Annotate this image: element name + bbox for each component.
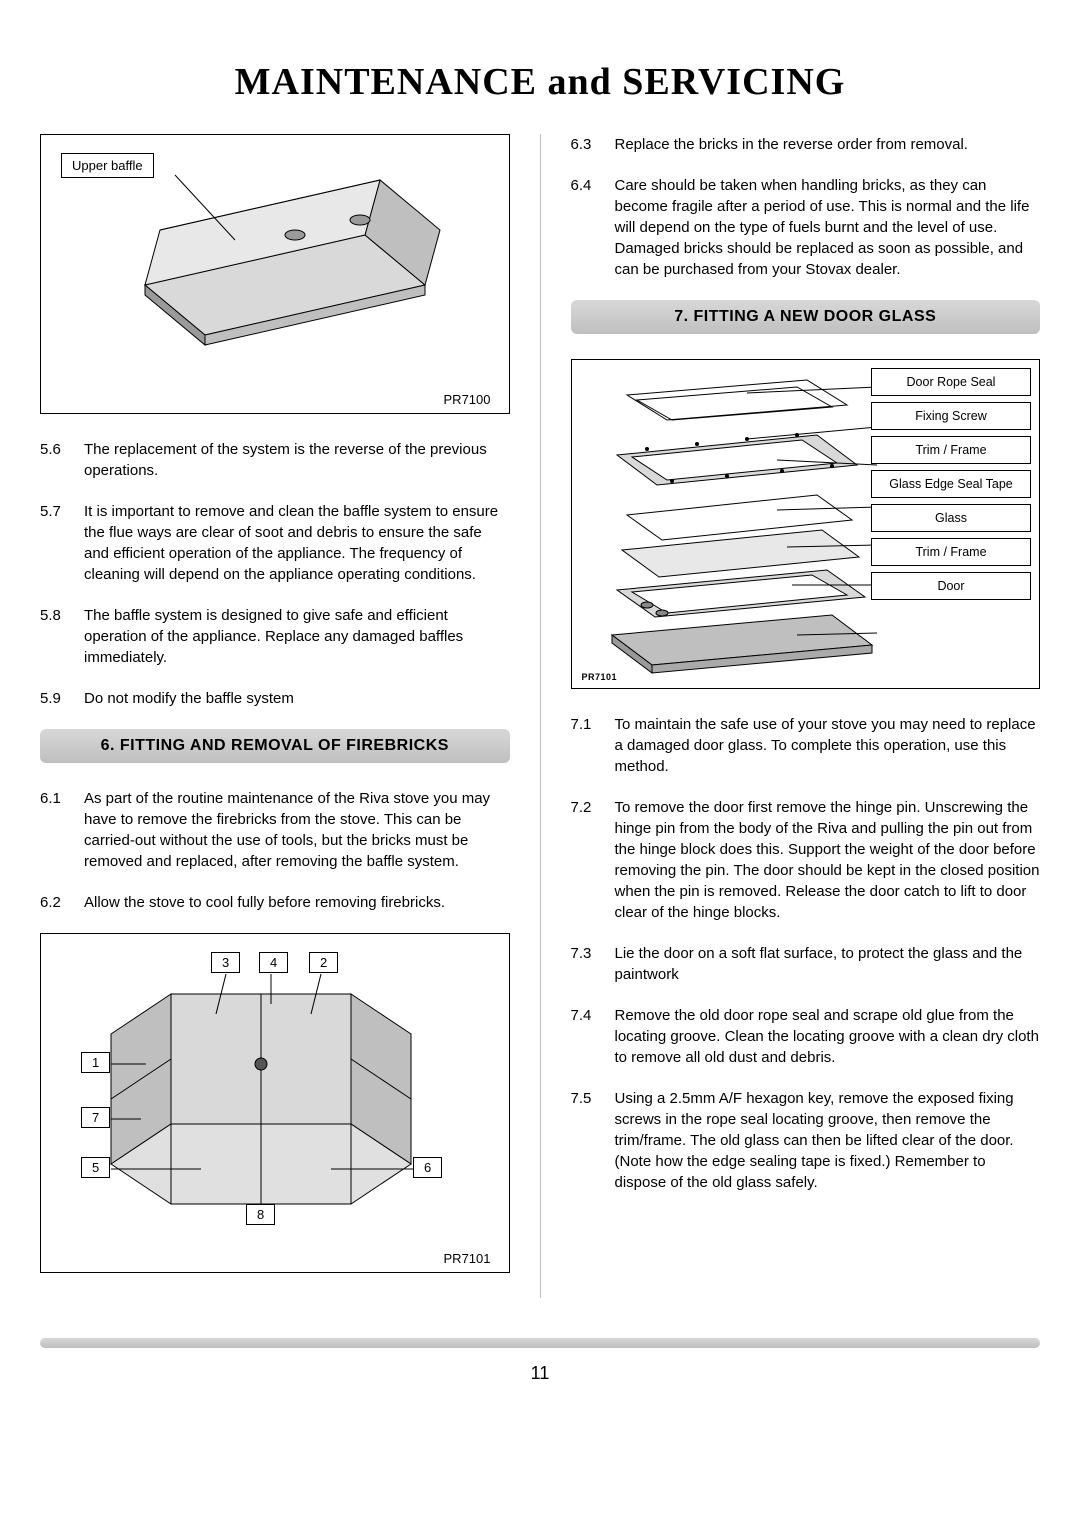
callout-trim-frame-2: Trim / Frame [871,538,1031,566]
two-column-layout: Upper baffle PR7100 5.6 The replacement … [40,134,1040,1298]
door-callouts: Door Rope Seal Fixing Screw Trim / Frame… [871,368,1031,600]
list-item: 6.2 Allow the stove to cool fully before… [40,892,510,913]
list-item: 7.1 To maintain the safe use of your sto… [571,714,1041,777]
firebrick-label-5: 5 [81,1157,110,1178]
item-text: To remove the door first remove the hing… [615,797,1041,923]
callout-glass: Glass [871,504,1031,532]
firebrick-label-1: 1 [81,1052,110,1073]
list-item: 7.4 Remove the old door rope seal and sc… [571,1005,1041,1068]
section-7-header: 7. FITTING A NEW DOOR GLASS [571,300,1041,334]
firebricks-svg [41,934,481,1234]
figure-code: PR7101 [444,1247,499,1266]
section-6-header: 6. FITTING AND REMOVAL OF FIREBRICKS [40,729,510,763]
callout-edge-seal-tape: Glass Edge Seal Tape [871,470,1031,498]
list-item: 6.3 Replace the bricks in the reverse or… [571,134,1041,155]
list-item: 6.4 Care should be taken when handling b… [571,175,1041,280]
firebrick-label-8: 8 [246,1204,275,1225]
right-column: 6.3 Replace the bricks in the reverse or… [571,134,1041,1298]
callout-trim-frame-1: Trim / Frame [871,436,1031,464]
list-item: 5.8 The baffle system is designed to giv… [40,605,510,668]
left-column: Upper baffle PR7100 5.6 The replacement … [40,134,510,1298]
item-text: Allow the stove to cool fully before rem… [84,892,510,913]
item-number: 6.1 [40,788,70,872]
list-item: 6.1 As part of the routine maintenance o… [40,788,510,872]
callout-fixing-screw: Fixing Screw [871,402,1031,430]
item-text: As part of the routine maintenance of th… [84,788,510,872]
callout-door: Door [871,572,1031,600]
item-number: 6.2 [40,892,70,913]
door-glass-svg [577,365,877,685]
figure-code: PR7100 [444,388,499,407]
item-number: 5.9 [40,688,70,709]
item-number: 5.8 [40,605,70,668]
item-number: 7.5 [571,1088,601,1193]
figure-code-tiny: PR7101 [582,672,618,682]
figure-upper-baffle: Upper baffle PR7100 [40,134,510,414]
item-number: 7.2 [571,797,601,923]
item-text: Using a 2.5mm A/F hexagon key, remove th… [615,1088,1041,1193]
firebrick-label-3: 3 [211,952,240,973]
page-title: MAINTENANCE and SERVICING [40,60,1040,104]
firebrick-label-4: 4 [259,952,288,973]
list-item: 5.7 It is important to remove and clean … [40,501,510,585]
item-number: 5.7 [40,501,70,585]
list-item: 5.6 The replacement of the system is the… [40,439,510,481]
item-text: Remove the old door rope seal and scrape… [615,1005,1041,1068]
list-item: 7.5 Using a 2.5mm A/F hexagon key, remov… [571,1088,1041,1193]
item-text: Care should be taken when handling brick… [615,175,1041,280]
item-text: It is important to remove and clean the … [84,501,510,585]
item-text: Lie the door on a soft flat surface, to … [615,943,1041,985]
column-divider [540,134,541,1298]
item-number: 5.6 [40,439,70,481]
item-text: The replacement of the system is the rev… [84,439,510,481]
item-text: Do not modify the baffle system [84,688,510,709]
item-number: 7.1 [571,714,601,777]
list-item: 7.3 Lie the door on a soft flat surface,… [571,943,1041,985]
figure-firebricks: 3 4 2 1 7 5 6 8 PR7101 [40,933,510,1273]
firebrick-label-7: 7 [81,1107,110,1128]
firebrick-label-6: 6 [413,1157,442,1178]
upper-baffle-label: Upper baffle [61,153,154,178]
item-text: Replace the bricks in the reverse order … [615,134,1041,155]
figure-door-glass: Door Rope Seal Fixing Screw Trim / Frame… [571,359,1041,689]
item-number: 7.3 [571,943,601,985]
list-item: 5.9 Do not modify the baffle system [40,688,510,709]
firebrick-label-2: 2 [309,952,338,973]
item-number: 7.4 [571,1005,601,1068]
item-number: 6.3 [571,134,601,155]
item-text: To maintain the safe use of your stove y… [615,714,1041,777]
page-number: 11 [40,1363,1040,1384]
footer-bar [40,1338,1040,1348]
callout-rope-seal: Door Rope Seal [871,368,1031,396]
item-number: 6.4 [571,175,601,280]
item-text: The baffle system is designed to give sa… [84,605,510,668]
list-item: 7.2 To remove the door first remove the … [571,797,1041,923]
